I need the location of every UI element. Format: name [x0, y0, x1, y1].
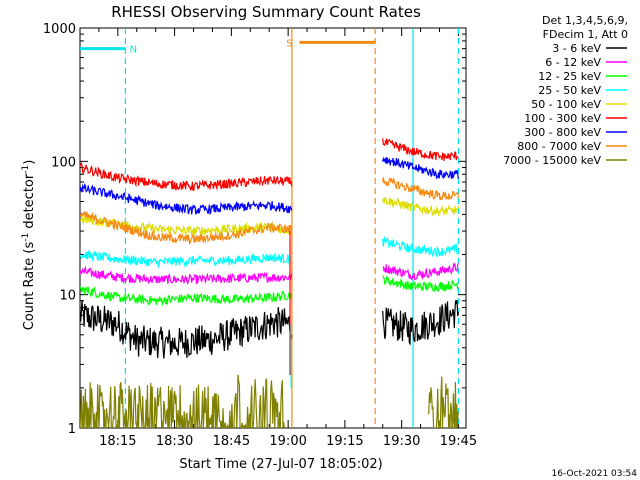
chart-title: RHESSI Observing Summary Count Rates	[111, 3, 421, 21]
legend-entry-label: 7000 - 15000 keV	[503, 154, 601, 167]
y-tick-label: 10	[59, 289, 76, 304]
series-line	[80, 285, 293, 307]
series-line	[382, 156, 459, 180]
annotation-label: N	[130, 45, 137, 56]
series-line	[382, 235, 459, 258]
legend-header: FDecim 1, Att 0	[543, 28, 628, 41]
series-line	[382, 138, 459, 162]
series-line	[80, 215, 293, 237]
y-axis-label-part1: Count Rate (s	[22, 242, 37, 331]
legend-entry-label: 6 - 12 keV	[545, 56, 601, 69]
series-line	[382, 196, 459, 217]
legend-entry-label: 300 - 800 keV	[524, 126, 601, 139]
series-line	[80, 161, 293, 192]
y-axis-label-part3: )	[22, 160, 37, 165]
y-tick-label: 100	[51, 155, 76, 170]
x-axis-label: Start Time (27-Jul-07 18:05:02)	[179, 457, 382, 472]
legend-entry-label: 50 - 100 keV	[531, 98, 601, 111]
series-line	[382, 299, 459, 346]
x-tick-label: 18:15	[99, 434, 136, 449]
series-line	[382, 275, 459, 293]
x-tick-label: 18:45	[213, 434, 250, 449]
series-line	[80, 249, 293, 269]
legend-entry-label: 3 - 6 keV	[552, 42, 601, 55]
series-line	[382, 177, 459, 201]
x-tick-label: 19:30	[383, 434, 420, 449]
plot-area: NS	[79, 27, 467, 429]
y-axis-label: Count Rate (s-1 detector-1)	[21, 160, 37, 331]
timestamp: 16-Oct-2021 03:54	[552, 469, 638, 479]
series-line	[80, 182, 293, 216]
legend-entry-label: 12 - 25 keV	[538, 70, 601, 83]
y-tick-label: 1	[68, 422, 76, 437]
series-line	[80, 374, 285, 428]
legend-entry-label: 25 - 50 keV	[538, 84, 601, 97]
y-axis-label-sup2: -1	[21, 165, 31, 174]
x-tick-label: 19:45	[440, 434, 477, 449]
x-tick-label: 19:15	[326, 434, 363, 449]
annotation-label: S	[286, 38, 292, 49]
y-axis-label-sup1: -1	[21, 233, 31, 242]
series-line	[80, 211, 293, 246]
series-line	[80, 265, 293, 285]
series-line	[80, 299, 293, 359]
legend-header: Det 1,3,4,5,6,9,	[542, 14, 628, 27]
series-line	[382, 261, 459, 281]
series-line	[427, 376, 459, 428]
legend-entry-label: 100 - 300 keV	[524, 112, 601, 125]
legend-entry-label: 800 - 7000 keV	[517, 140, 601, 153]
x-tick-label: 18:30	[156, 434, 193, 449]
y-tick-label: 1000	[43, 22, 76, 37]
legend: Det 1,3,4,5,6,9,FDecim 1, Att 03 - 6 keV…	[503, 14, 628, 167]
y-axis-label-part2: detector	[22, 173, 37, 233]
plot-frame	[79, 27, 467, 429]
x-tick-label: 19:00	[269, 434, 306, 449]
